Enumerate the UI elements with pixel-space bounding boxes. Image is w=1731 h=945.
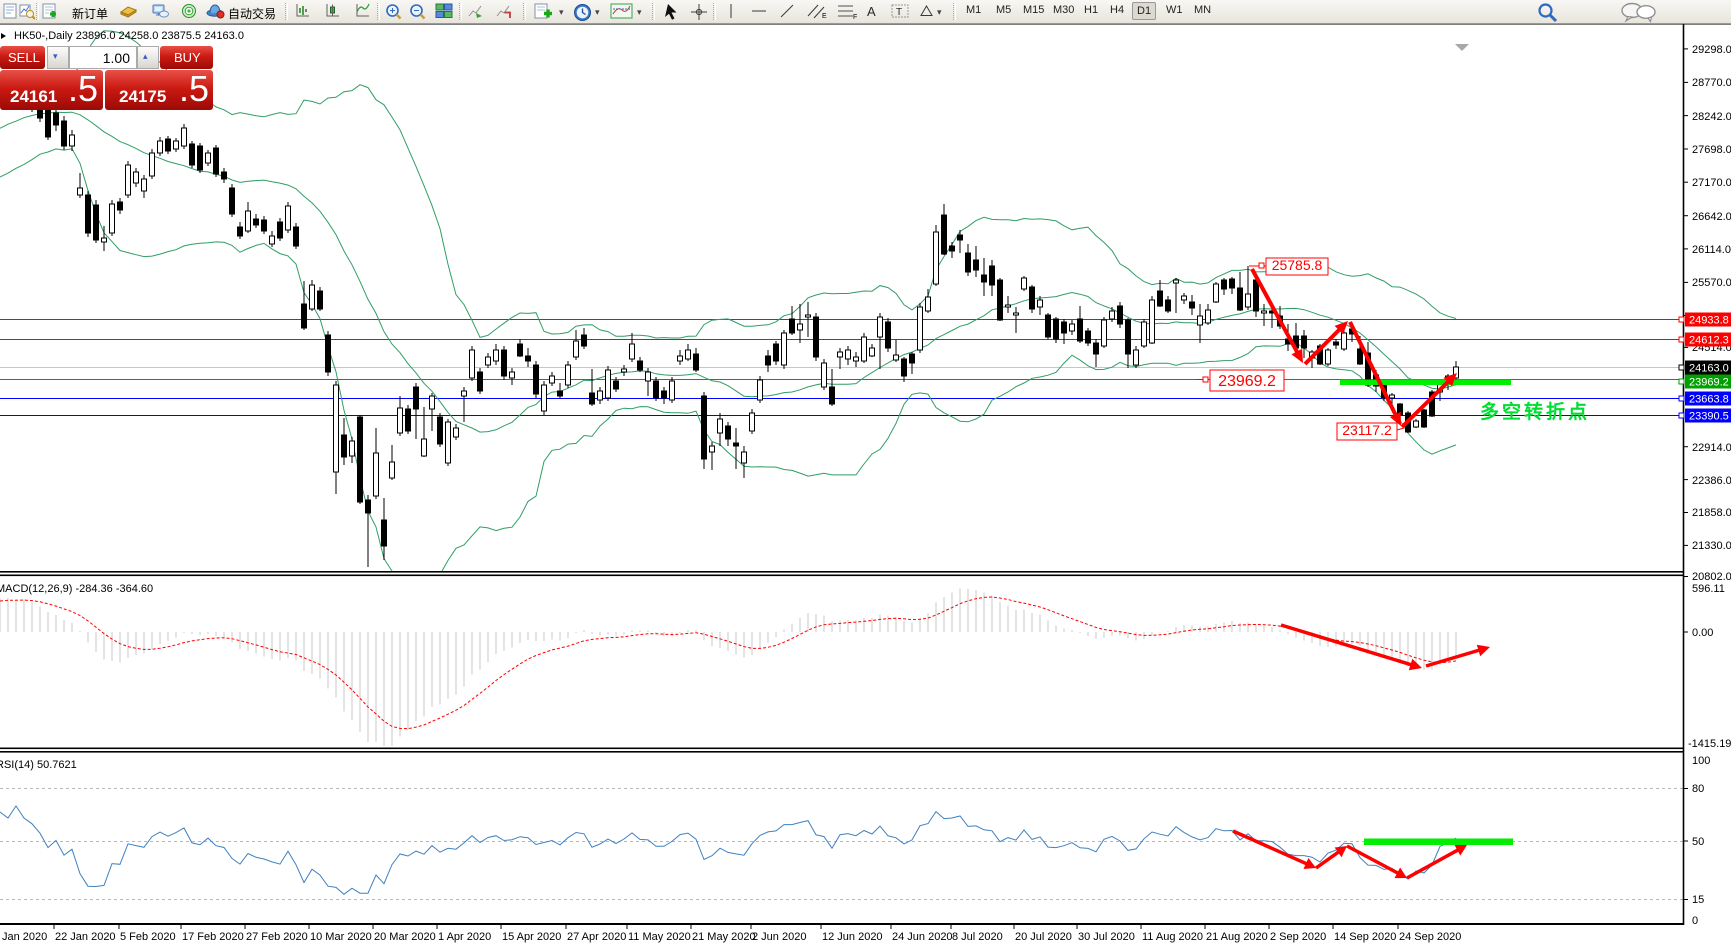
svg-text:HK50-,Daily 23896.0 24258.0 2: HK50-,Daily 23896.0 24258.0 23875.5 2416… <box>14 30 244 42</box>
svg-text:15: 15 <box>1692 894 1704 906</box>
svg-text:Jan 2020: Jan 2020 <box>2 931 47 943</box>
svg-text:20802.0: 20802.0 <box>1692 571 1731 583</box>
svg-text:E: E <box>822 13 827 19</box>
svg-text:15 Apr 2020: 15 Apr 2020 <box>502 931 561 943</box>
svg-text:0.00: 0.00 <box>1692 627 1713 639</box>
svg-text:MACD(12,26,9) -284.36 -364.60: MACD(12,26,9) -284.36 -364.60 <box>0 583 153 595</box>
svg-text:27698.0: 27698.0 <box>1692 144 1731 156</box>
svg-text:11 May 2020: 11 May 2020 <box>628 931 691 943</box>
svg-text:27 Apr 2020: 27 Apr 2020 <box>567 931 626 943</box>
svg-text:28770.0: 28770.0 <box>1692 77 1731 89</box>
svg-text:8 Jul 2020: 8 Jul 2020 <box>952 931 1003 943</box>
svg-text:21330.0: 21330.0 <box>1692 540 1731 552</box>
svg-text:2 Jun 2020: 2 Jun 2020 <box>752 931 806 943</box>
svg-text:24163.0: 24163.0 <box>1689 363 1729 375</box>
svg-text:14 Sep 2020: 14 Sep 2020 <box>1334 931 1396 943</box>
svg-text:F: F <box>853 14 857 19</box>
svg-text:RSI(14) 50.7621: RSI(14) 50.7621 <box>0 759 77 771</box>
svg-text:24 Sep 2020: 24 Sep 2020 <box>1399 931 1461 943</box>
svg-text:T: T <box>896 7 902 18</box>
svg-text:A: A <box>867 4 876 19</box>
svg-text:21 Aug 2020: 21 Aug 2020 <box>1206 931 1268 943</box>
svg-text:12 Jun 2020: 12 Jun 2020 <box>822 931 883 943</box>
svg-text:25570.0: 25570.0 <box>1692 277 1731 289</box>
svg-text:26642.0: 26642.0 <box>1692 211 1731 223</box>
svg-text:27 Feb 2020: 27 Feb 2020 <box>246 931 308 943</box>
svg-text:21858.0: 21858.0 <box>1692 507 1731 519</box>
svg-text:0: 0 <box>1692 915 1698 927</box>
svg-text:24612.3: 24612.3 <box>1689 335 1729 347</box>
svg-text:23390.5: 23390.5 <box>1689 411 1729 423</box>
svg-text:29298.0: 29298.0 <box>1692 44 1731 56</box>
svg-text:28242.0: 28242.0 <box>1692 111 1731 123</box>
svg-text:22914.0: 22914.0 <box>1692 442 1731 454</box>
svg-text:5 Feb 2020: 5 Feb 2020 <box>120 931 176 943</box>
svg-text:24933.8: 24933.8 <box>1689 315 1729 327</box>
svg-text:21 May 2020: 21 May 2020 <box>692 931 756 943</box>
svg-text:30 Jul 2020: 30 Jul 2020 <box>1078 931 1135 943</box>
svg-text:多空转折点: 多空转折点 <box>1480 400 1590 423</box>
svg-text:25785.8: 25785.8 <box>1272 257 1323 273</box>
svg-text:80: 80 <box>1692 783 1704 795</box>
svg-text:-1415.19: -1415.19 <box>1688 738 1731 750</box>
svg-text:27170.0: 27170.0 <box>1692 177 1731 189</box>
svg-text:596.11: 596.11 <box>1692 583 1725 595</box>
svg-text:1 Apr 2020: 1 Apr 2020 <box>438 931 491 943</box>
svg-text:22 Jan 2020: 22 Jan 2020 <box>55 931 116 943</box>
svg-text:17 Feb 2020: 17 Feb 2020 <box>182 931 244 943</box>
svg-text:23663.8: 23663.8 <box>1689 394 1729 406</box>
svg-text:24 Jun 2020: 24 Jun 2020 <box>892 931 953 943</box>
svg-text:11 Aug 2020: 11 Aug 2020 <box>1142 931 1203 943</box>
svg-text:50: 50 <box>1692 836 1704 848</box>
svg-text:20 Jul 2020: 20 Jul 2020 <box>1015 931 1072 943</box>
svg-text:23969.2: 23969.2 <box>1689 377 1729 389</box>
svg-text:20 Mar 2020: 20 Mar 2020 <box>374 931 436 943</box>
svg-text:10 Mar 2020: 10 Mar 2020 <box>310 931 372 943</box>
svg-text:22386.0: 22386.0 <box>1692 475 1731 487</box>
svg-text:100: 100 <box>1692 755 1710 767</box>
svg-text:2 Sep 2020: 2 Sep 2020 <box>1270 931 1326 943</box>
svg-text:26114.0: 26114.0 <box>1692 244 1731 256</box>
svg-text:23969.2: 23969.2 <box>1218 373 1276 390</box>
svg-text:23117.2: 23117.2 <box>1342 422 1392 438</box>
